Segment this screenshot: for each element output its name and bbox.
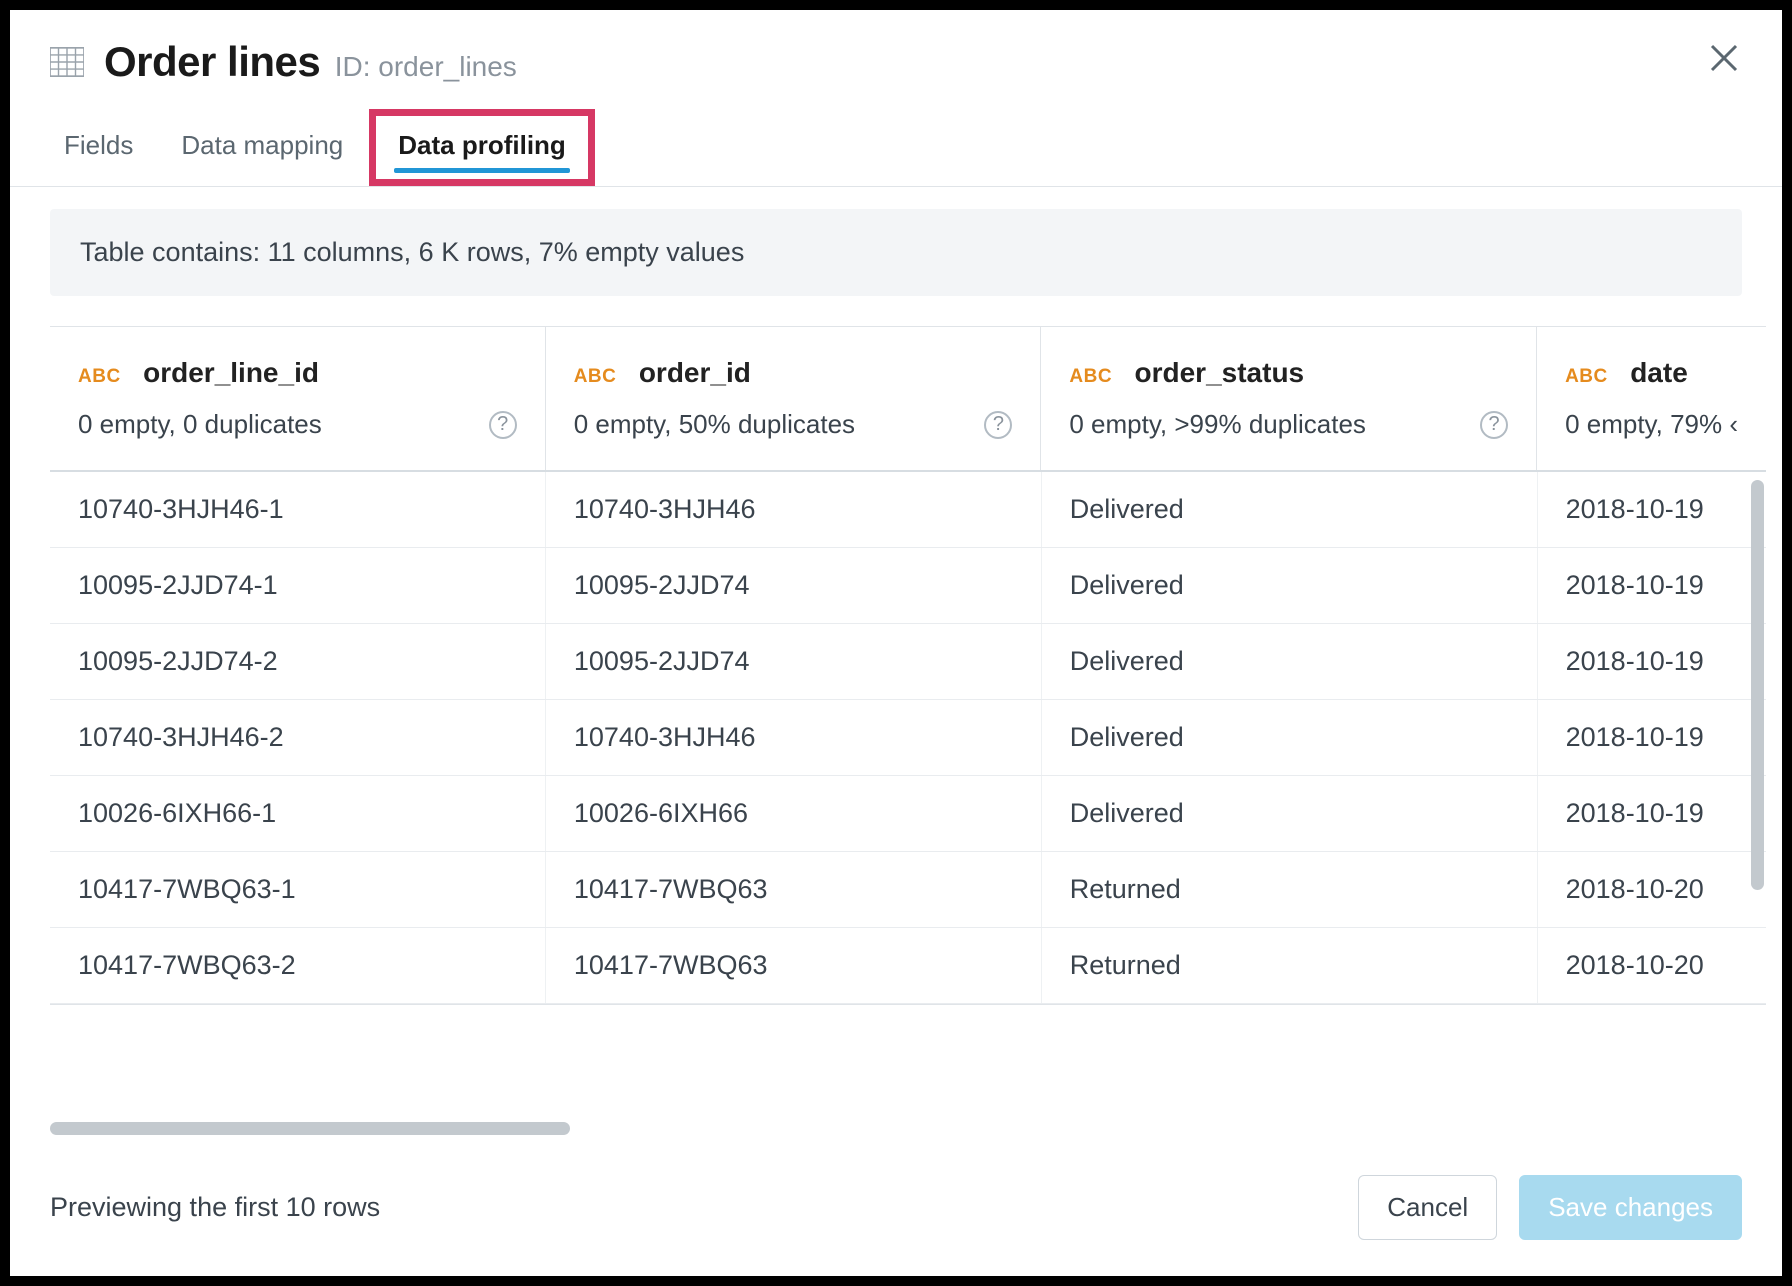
help-icon[interactable]: ? xyxy=(489,411,517,439)
table-body-scroll: 10740-3HJH46-110740-3HJH46Delivered2018-… xyxy=(50,472,1766,1004)
close-icon[interactable] xyxy=(1706,40,1742,76)
table-cell: 2018-10-20 xyxy=(1538,852,1766,927)
column-name: order_status xyxy=(1135,357,1305,388)
column-stats: 0 empty, 50% duplicates xyxy=(574,409,855,440)
table-cell: 2018-10-19 xyxy=(1538,624,1766,699)
table-cell: 10417-7WBQ63-2 xyxy=(50,928,546,1003)
table-cell: 10417-7WBQ63-1 xyxy=(50,852,546,927)
table-row[interactable]: 10026-6IXH66-110026-6IXH66Delivered2018-… xyxy=(50,776,1766,852)
table-cell: Returned xyxy=(1042,928,1538,1003)
table-row[interactable]: 10417-7WBQ63-110417-7WBQ63Returned2018-1… xyxy=(50,852,1766,928)
table-cell: 2018-10-19 xyxy=(1538,472,1766,547)
column-name: order_line_id xyxy=(143,357,319,388)
table-cell: 10026-6IXH66-1 xyxy=(50,776,546,851)
table-cell: 10095-2JJD74 xyxy=(546,548,1042,623)
column-header-order-status[interactable]: ABC order_status 0 empty, >99% duplicate… xyxy=(1041,327,1537,470)
table-row[interactable]: 10740-3HJH46-110740-3HJH46Delivered2018-… xyxy=(50,472,1766,548)
table-header-row: ABC order_line_id 0 empty, 0 duplicates … xyxy=(50,327,1766,472)
modal-dialog: Order lines ID: order_lines Fields Data … xyxy=(10,10,1782,1276)
table-cell: 10740-3HJH46-2 xyxy=(50,700,546,775)
table-cell: 2018-10-19 xyxy=(1538,548,1766,623)
horizontal-scrollbar[interactable] xyxy=(50,1122,570,1135)
table-cell: 10095-2JJD74 xyxy=(546,624,1042,699)
table-cell: 2018-10-19 xyxy=(1538,776,1766,851)
modal-footer: Previewing the first 10 rows Cancel Save… xyxy=(10,1135,1782,1276)
table-cell: Delivered xyxy=(1042,624,1538,699)
table-cell: 10095-2JJD74-2 xyxy=(50,624,546,699)
modal-title: Order lines xyxy=(104,38,320,85)
table-cell: 10026-6IXH66 xyxy=(546,776,1042,851)
modal-title-group: Order lines ID: order_lines xyxy=(104,38,517,86)
type-badge: ABC xyxy=(78,366,121,387)
table-cell: Delivered xyxy=(1042,700,1538,775)
table-cell: 10740-3HJH46-1 xyxy=(50,472,546,547)
table-cell: 10095-2JJD74-1 xyxy=(50,548,546,623)
help-icon[interactable]: ? xyxy=(984,411,1012,439)
modal-header: Order lines ID: order_lines xyxy=(10,10,1782,106)
table-cell: 10417-7WBQ63 xyxy=(546,928,1042,1003)
column-stats: 0 empty, >99% duplicates xyxy=(1069,409,1366,440)
table-cell: 10417-7WBQ63 xyxy=(546,852,1042,927)
table-cell: Delivered xyxy=(1042,472,1538,547)
table-icon xyxy=(50,47,84,77)
type-badge: ABC xyxy=(1069,366,1112,387)
save-changes-button[interactable]: Save changes xyxy=(1519,1175,1742,1240)
tabs: Fields Data mapping Data profiling xyxy=(10,106,1782,187)
column-header-order-line-id[interactable]: ABC order_line_id 0 empty, 0 duplicates … xyxy=(50,327,546,470)
table-cell: Returned xyxy=(1042,852,1538,927)
table-cell: 10740-3HJH46 xyxy=(546,472,1042,547)
cancel-button[interactable]: Cancel xyxy=(1358,1175,1497,1240)
table-cell: 2018-10-19 xyxy=(1538,700,1766,775)
table-row[interactable]: 10740-3HJH46-210740-3HJH46Delivered2018-… xyxy=(50,700,1766,776)
tab-fields[interactable]: Fields xyxy=(60,116,137,186)
table-cell: Delivered xyxy=(1042,776,1538,851)
preview-text: Previewing the first 10 rows xyxy=(50,1192,380,1223)
column-name: date xyxy=(1630,357,1688,388)
type-badge: ABC xyxy=(574,366,617,387)
column-name: order_id xyxy=(639,357,751,388)
table-container: ABC order_line_id 0 empty, 0 duplicates … xyxy=(50,326,1766,1110)
column-header-date[interactable]: ABC date 0 empty, 79% ‹ xyxy=(1537,327,1766,470)
footer-buttons: Cancel Save changes xyxy=(1358,1175,1742,1240)
table-cell: 10740-3HJH46 xyxy=(546,700,1042,775)
table-cell: 2018-10-20 xyxy=(1538,928,1766,1003)
table-body: 10740-3HJH46-110740-3HJH46Delivered2018-… xyxy=(50,472,1766,1004)
summary-bar: Table contains: 11 columns, 6 K rows, 7%… xyxy=(50,209,1742,296)
modal-id: ID: order_lines xyxy=(335,51,517,82)
help-icon[interactable]: ? xyxy=(1480,411,1508,439)
table-row[interactable]: 10095-2JJD74-210095-2JJD74Delivered2018-… xyxy=(50,624,1766,700)
table-row[interactable]: 10417-7WBQ63-210417-7WBQ63Returned2018-1… xyxy=(50,928,1766,1004)
table-row[interactable]: 10095-2JJD74-110095-2JJD74Delivered2018-… xyxy=(50,548,1766,624)
column-stats: 0 empty, 0 duplicates xyxy=(78,409,322,440)
column-header-order-id[interactable]: ABC order_id 0 empty, 50% duplicates ? xyxy=(546,327,1042,470)
type-badge: ABC xyxy=(1565,366,1608,387)
table-cell: Delivered xyxy=(1042,548,1538,623)
tab-data-profiling[interactable]: Data profiling xyxy=(394,116,570,179)
tab-highlight-box: Data profiling xyxy=(369,109,595,186)
tab-data-mapping[interactable]: Data mapping xyxy=(177,116,347,186)
data-table: ABC order_line_id 0 empty, 0 duplicates … xyxy=(50,326,1766,1005)
vertical-scrollbar[interactable] xyxy=(1751,480,1764,890)
column-stats: 0 empty, 79% ‹ xyxy=(1565,409,1738,440)
